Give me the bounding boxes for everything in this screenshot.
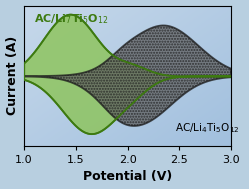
Text: AC/Li$_7$Ti$_5$O$_{12}$: AC/Li$_7$Ti$_5$O$_{12}$ xyxy=(34,13,109,26)
Polygon shape xyxy=(24,26,231,126)
Y-axis label: Current (A): Current (A) xyxy=(5,36,19,115)
Text: AC/Li$_4$Ti$_5$O$_{12}$: AC/Li$_4$Ti$_5$O$_{12}$ xyxy=(175,121,240,135)
X-axis label: Potential (V): Potential (V) xyxy=(83,170,172,184)
Polygon shape xyxy=(24,15,231,134)
